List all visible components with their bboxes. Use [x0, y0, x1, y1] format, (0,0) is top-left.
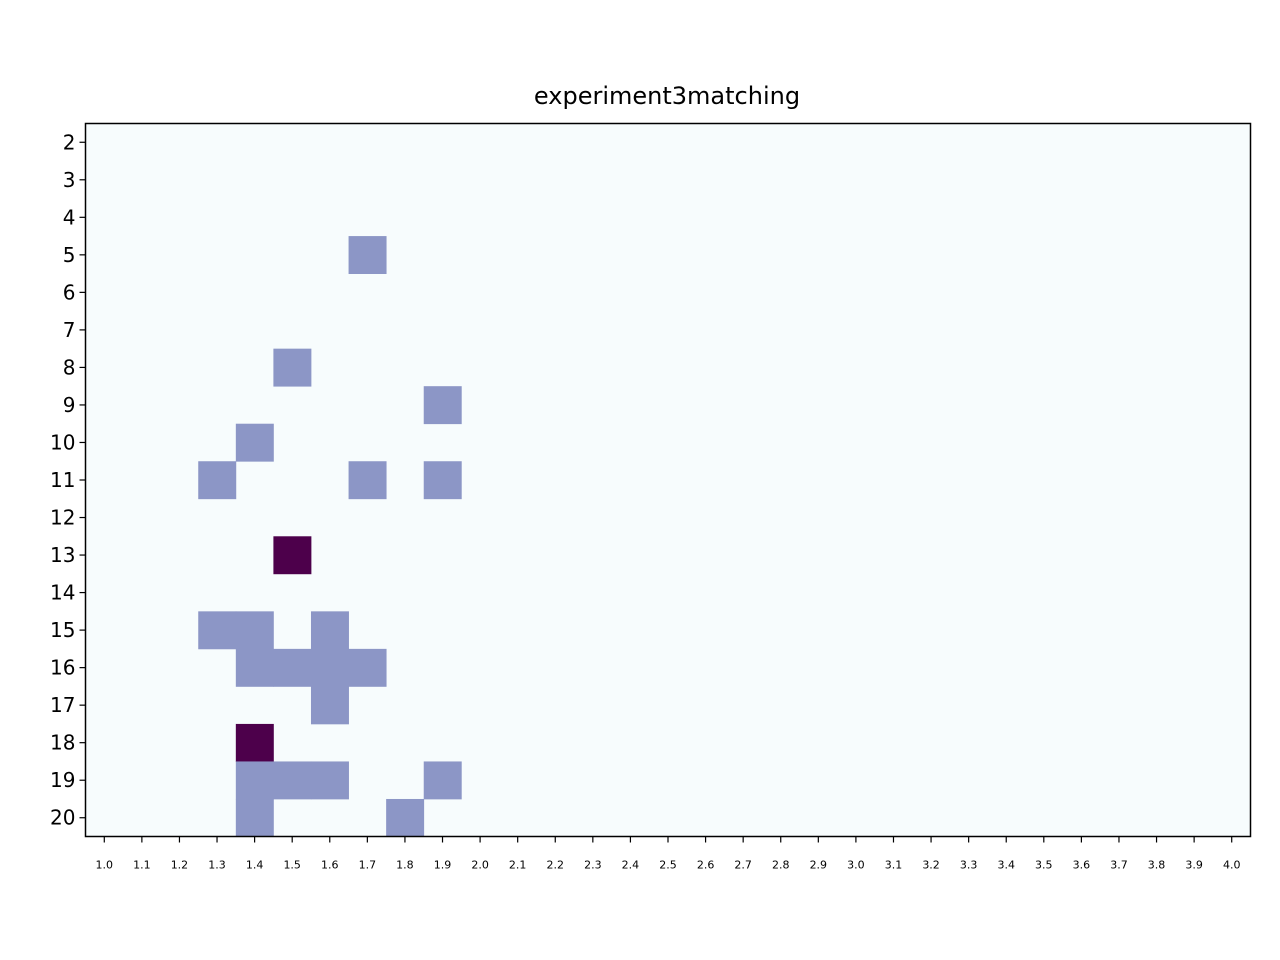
x-tick-label: 3.0: [847, 859, 865, 872]
x-tick-label: 2.6: [697, 859, 715, 872]
x-tick-label: 1.5: [283, 859, 301, 872]
heatmap-cell: [423, 386, 462, 425]
heatmap-cell: [310, 611, 349, 650]
x-tick-label: 1.3: [208, 859, 226, 872]
x-tick-label: 3.2: [922, 859, 940, 872]
y-tick-label: 3: [63, 168, 76, 192]
heatmap-cell: [235, 648, 274, 687]
y-tick-label: 12: [50, 506, 75, 530]
y-tick-label: 8: [63, 355, 76, 379]
heatmap-cell: [235, 723, 274, 762]
heatmap-cell: [348, 648, 387, 687]
heatmap-cell: [273, 536, 312, 575]
y-tick-label: 16: [50, 656, 75, 680]
heatmap-cell: [198, 461, 237, 500]
x-tick-label: 3.4: [997, 859, 1015, 872]
x-tick-label: 1.7: [359, 859, 377, 872]
y-tick-label: 7: [63, 318, 76, 342]
heatmap-cell: [235, 423, 274, 462]
x-tick-label: 3.1: [885, 859, 903, 872]
heatmap-cell: [235, 611, 274, 650]
chart-title: experiment3matching: [534, 82, 800, 110]
heatmap-cell: [310, 686, 349, 725]
x-tick-label: 1.1: [133, 859, 151, 872]
y-tick-label: 17: [50, 693, 75, 717]
heatmap-cell: [273, 348, 312, 387]
x-tick-label: 1.2: [171, 859, 189, 872]
y-tick-label: 15: [50, 618, 75, 642]
y-tick-label: 13: [50, 543, 75, 567]
y-tick-label: 2: [63, 130, 76, 154]
x-tick-label: 3.6: [1073, 859, 1091, 872]
y-tick-label: 4: [63, 205, 76, 229]
heatmap-cell: [310, 761, 349, 800]
x-tick-label: 4.0: [1223, 859, 1241, 872]
y-axis: 2 3 4 5 6 7 8 9 10 11 12 13 14 15 16 17 18 19 20: [50, 130, 86, 830]
x-tick-label: 2.5: [659, 859, 677, 872]
heatmap-cell: [310, 648, 349, 687]
heatmap-cell: [198, 611, 237, 650]
x-tick-label: 3.7: [1110, 859, 1128, 872]
x-tick-label: 2.8: [772, 859, 790, 872]
heatmap-cell: [235, 761, 274, 800]
y-tick-label: 11: [50, 468, 75, 492]
heatmap-cell: [386, 798, 425, 837]
x-tick-label: 3.9: [1185, 859, 1203, 872]
x-tick-label: 2.3: [584, 859, 602, 872]
plot-area: [85, 123, 1251, 837]
y-tick-label: 20: [50, 806, 75, 830]
y-tick-label: 9: [63, 393, 76, 417]
y-tick-label: 6: [63, 280, 76, 304]
x-tick-label: 2.2: [547, 859, 565, 872]
x-tick-label: 3.5: [1035, 859, 1053, 872]
x-axis: 1.0 1.1 1.2 1.3 1.4 1.5 1.6 1.7 1.8 1.9 2.0 2.1 2.2 2…: [96, 836, 1241, 872]
y-tick-label: 19: [50, 768, 75, 792]
heatmap-cell: [273, 648, 312, 687]
heatmap-cell: [423, 761, 462, 800]
heatmap-cell: [423, 461, 462, 500]
x-tick-label: 1.4: [246, 859, 264, 872]
y-tick-label: 10: [50, 430, 75, 454]
plot-frame: [84, 122, 1252, 838]
x-tick-label: 2.9: [810, 859, 828, 872]
x-tick-label: 1.8: [396, 859, 414, 872]
y-tick-label: 5: [63, 243, 76, 267]
heatmap-cells: [198, 236, 462, 837]
x-tick-label: 1.0: [96, 859, 114, 872]
x-tick-label: 2.0: [471, 859, 489, 872]
x-tick-label: 2.7: [734, 859, 752, 872]
x-tick-label: 2.1: [509, 859, 527, 872]
x-tick-label: 1.9: [434, 859, 452, 872]
x-tick-label: 2.4: [622, 859, 640, 872]
y-tick-label: 14: [50, 581, 75, 605]
heatmap-cell: [348, 236, 387, 275]
heatmap-cell: [348, 461, 387, 500]
x-tick-label: 3.3: [960, 859, 978, 872]
heatmap-cell: [273, 761, 312, 800]
y-tick-label: 18: [50, 731, 75, 755]
heatmap-cell: [235, 798, 274, 837]
x-tick-label: 3.8: [1148, 859, 1166, 872]
x-tick-label: 1.6: [321, 859, 339, 872]
